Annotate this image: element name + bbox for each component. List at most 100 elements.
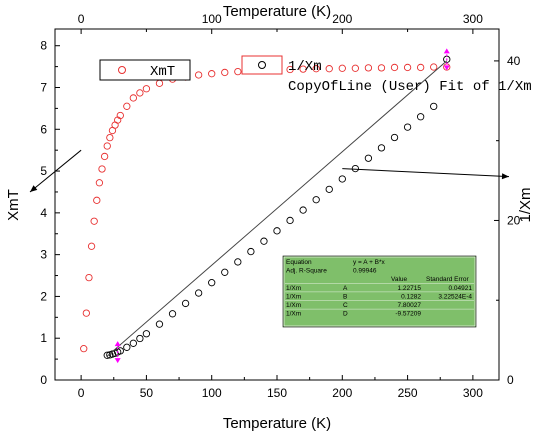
fit-range-start-marker-down-arrow (114, 358, 121, 364)
data-point-xmt (208, 70, 216, 78)
fit-table-row-name: 1/Xm (286, 293, 301, 300)
data-point-1-xm (181, 299, 190, 308)
data-point-1-xm (299, 206, 307, 214)
data-point-xmt (430, 63, 438, 71)
data-point-1-xm (123, 343, 131, 351)
legend-box-1xm (241, 55, 283, 75)
data-point-1-xm (273, 227, 281, 235)
data-point-xmt (98, 165, 106, 173)
data-point-1-xm (116, 347, 124, 355)
data-point-1-xm (168, 310, 177, 318)
data-point-xmt (351, 64, 360, 72)
fit-table-col-error: Standard Error (426, 276, 469, 283)
y-left-tick-label: 3 (40, 248, 47, 262)
data-point-1-xm (286, 216, 294, 225)
y-left-tick-label: 5 (40, 164, 47, 178)
x-bottom-tick-label: 250 (398, 386, 418, 400)
fit-table-row-name: 1/Xm (286, 285, 301, 292)
x-bottom-tick-label: 150 (267, 386, 287, 400)
data-point-xmt (116, 111, 124, 120)
data-point-xmt (403, 63, 412, 72)
x-top-tick-label: 300 (463, 12, 483, 26)
data-point-xmt (85, 273, 93, 282)
arrow-to-right-axis (342, 168, 510, 178)
data-point-xmt (390, 63, 399, 72)
fit-table-equation-label: Equation (286, 259, 312, 266)
data-point-1-xm (364, 154, 373, 162)
x-top-tick-label: 100 (202, 12, 222, 26)
legend-label-1xm: 1/Xm (288, 59, 322, 75)
data-point-xmt (90, 217, 98, 225)
y-left-tick-label: 4 (40, 206, 47, 220)
fit-table-row-param: D (343, 311, 348, 318)
x-bottom-axis-title: Temperature (K) (223, 415, 331, 432)
y-right-tick-label: 20 (507, 213, 521, 227)
data-point-1-xm (325, 185, 333, 193)
x-bottom-tick-label: 200 (332, 386, 352, 400)
y-left-tick-label: 8 (40, 39, 47, 53)
chart-overlay: XmT 1/Xm CopyOfLine (User) Fit of 1/Xm Equa… (29, 48, 532, 364)
fit-table-inner-border (283, 256, 476, 327)
data-point-xmt (364, 64, 373, 72)
data-point-1-xm (221, 268, 229, 276)
data-point-xmt (234, 67, 242, 76)
legend-marker-xmt (118, 66, 126, 74)
x-bottom-tick-label: 100 (202, 386, 222, 400)
fit-table-row-value: 0.1282 (401, 293, 421, 300)
x-top-axis-title: Temperature (K) (223, 3, 331, 20)
y-left-tick-label: 6 (40, 122, 47, 136)
data-point-xmt (221, 68, 229, 77)
fit-table-row-param: A (343, 285, 348, 292)
fit-table-adj-r-value: 0.99946 (353, 268, 377, 275)
data-point-xmt (299, 65, 307, 73)
data-point-1-xm (142, 330, 151, 338)
legend-box-xmt (99, 59, 191, 81)
data-point-xmt (142, 85, 151, 93)
data-point-xmt (93, 196, 101, 204)
x-bottom-tick-label: 50 (140, 386, 154, 400)
data-point-xmt (325, 65, 333, 73)
data-point-xmt (87, 242, 96, 250)
data-point-xmt (80, 345, 88, 353)
data-point-1-xm (247, 247, 255, 256)
y-left-tick-label: 7 (40, 81, 47, 95)
data-point-1-xm (260, 237, 268, 245)
fit-table-row-name: 1/Xm (286, 311, 301, 318)
data-point-1-xm (103, 351, 111, 359)
x-bottom-tick-label: 300 (463, 386, 483, 400)
y-left-axis-title: XmT (5, 189, 22, 221)
x-bottom-tick-label: 0 (78, 386, 85, 400)
x-top-tick-label: 200 (332, 12, 352, 26)
y-left-tick-label: 2 (40, 289, 47, 303)
chart-plot-layer: 0 50 100 150 200 250 300 0 100 200 300 0 1 2 3 4 5 6 7 8 0 20… (5, 3, 534, 432)
legend-label-fit: CopyOfLine (User) Fit of 1/Xm (288, 79, 532, 95)
fit-table-adj-r-label: Adj. R-Square (286, 268, 327, 275)
fit-table-row-param: B (343, 293, 347, 300)
data-point-1-xm (155, 320, 164, 328)
data-point-1-xm (129, 339, 138, 347)
data-point-xmt (123, 102, 131, 110)
data-point-1-xm (403, 123, 412, 131)
y-right-tick-label: 40 (507, 54, 521, 68)
fit-table-row-value: 1.22715 (398, 285, 422, 292)
y-right-axis-title: 1/Xm (517, 187, 534, 222)
data-point-xmt (377, 64, 386, 72)
arrow-to-right-axis-head (501, 173, 509, 180)
data-point-xmt (129, 94, 138, 102)
data-point-1-xm (136, 334, 144, 343)
fit-table (282, 255, 477, 328)
data-point-1-xm (416, 113, 425, 121)
data-point-1-xm (377, 144, 386, 152)
data-point-xmt (286, 65, 294, 74)
data-point-1-xm (194, 289, 203, 297)
data-point-xmt (312, 65, 320, 73)
data-point-xmt (338, 64, 346, 72)
data-point-xmt (95, 179, 104, 187)
y-left-tick-label: 1 (40, 331, 47, 345)
fit-table-col-value: Value (391, 276, 408, 283)
fit-range-end-marker-up-arrow (443, 48, 450, 54)
data-point-xmt (136, 89, 144, 97)
data-point-1-xm (312, 196, 320, 204)
data-point-xmt (103, 142, 111, 150)
fit-table-row-error: 3.22524E-4 (438, 293, 472, 300)
